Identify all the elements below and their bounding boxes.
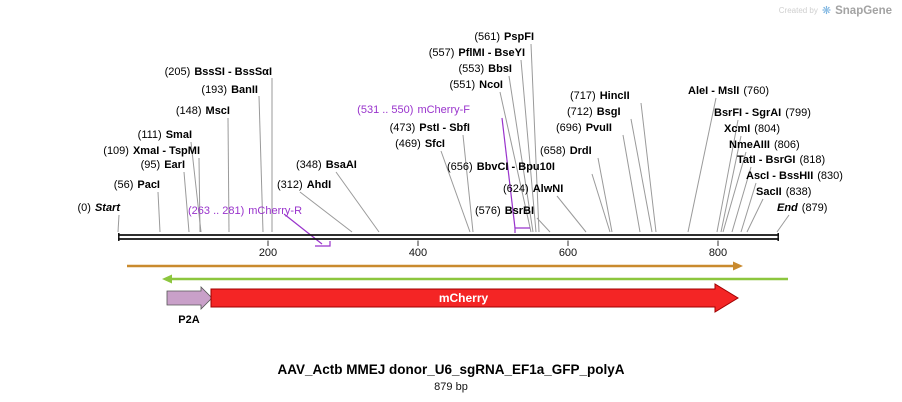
snapgene-watermark: Created by ❋ SnapGene [778,4,892,18]
site-label-smai[interactable]: (111) SmaI [137,129,192,141]
site-label-drdi[interactable]: (658) DrdI [540,145,592,157]
site-label-sfci[interactable]: (469) SfcI [395,138,445,150]
site-label-bsssi[interactable]: (205) BssSI - BssSαI [164,66,272,78]
mcherry-arrow[interactable] [210,283,739,313]
mcherry-f-leader [501,117,516,229]
mcherry-r-primer-glyph [315,241,331,247]
site-label-msci[interactable]: (148) MscI [175,105,230,117]
primer-label-mcherry-f[interactable]: (531 .. 550) mCherry-F [357,104,470,116]
site-label-asci[interactable]: AscI - BssHII (830) [746,170,843,182]
site-label-sacii[interactable]: SacII (838) [756,186,812,198]
p2a-feature-label[interactable]: P2A [178,314,200,326]
primer-label-mcherry-r[interactable]: (263 .. 281) mCherry-R [188,205,303,217]
site-label-pflmi[interactable]: (557) PflMI - BseYI [428,47,525,59]
start-label[interactable]: (0) Start [77,202,120,214]
end-label[interactable]: End (879) [777,202,828,214]
snapgene-logo-icon: ❋ [821,5,832,17]
site-label-bsgi[interactable]: (712) BsgI [567,106,621,118]
site-label-ncoi[interactable]: (551) NcoI [449,79,503,91]
forward-feature-arrow[interactable] [127,261,743,271]
ruler-tick-800: 800 [708,247,728,259]
ruler-ticks [267,240,719,246]
site-label-bbsi[interactable]: (553) BbsI [458,63,512,75]
sequence-length: 879 bp [434,381,468,393]
watermark-brand-text: SnapGene [835,4,892,17]
watermark-created-by-text: Created by [778,6,818,15]
site-label-pvuii[interactable]: (696) PvuII [556,122,612,134]
site-label-alwni[interactable]: (624) AlwNI [503,183,564,195]
site-label-ahdi[interactable]: (312) AhdI [277,179,332,191]
sequence-line [118,233,779,241]
ruler-tick-600: 600 [558,247,578,259]
site-label-hincii[interactable]: (717) HincII [570,90,630,102]
mcherry-feature-label[interactable]: mCherry [438,291,489,305]
site-label-xmai[interactable]: (109) XmaI - TspMI [103,145,200,157]
site-label-eari[interactable]: (95) EarI [140,159,185,171]
site-label-psti[interactable]: (473) PstI - SbfI [389,122,470,134]
ruler-tick-400: 400 [408,247,428,259]
site-label-bsaai[interactable]: (348) BsaAI [296,159,357,171]
site-label-xcmi[interactable]: XcmI (804) [724,123,780,135]
site-label-nmeaiii[interactable]: NmeAIII (806) [729,139,800,151]
feature-arrows [127,261,788,313]
sequence-title: AAV_Actb MMEJ donor_U6_sgRNA_EF1a_GFP_po… [277,362,625,377]
site-label-tati[interactable]: TatI - BsrGI (818) [737,154,826,166]
site-label-bbvci[interactable]: (656) BbvCI - Bpu10I [447,161,555,173]
mcherry-f-primer-glyph [514,227,530,233]
site-label-bsrbi[interactable]: (576) BsrBI [475,205,535,217]
site-label-pspfi[interactable]: (561) PspFI [474,31,534,43]
site-label-banii[interactable]: (193) BanII [201,84,258,96]
site-label-bsrfi[interactable]: BsrFI - SgrAI (799) [714,107,811,119]
site-label-paci[interactable]: (56) PacI [113,179,160,191]
reverse-feature-arrow[interactable] [162,274,788,284]
leader-lines [117,43,790,233]
p2a-arrow[interactable] [166,286,213,310]
ruler-tick-200: 200 [258,247,278,259]
site-label-alei[interactable]: AleI - MslI (760) [688,85,770,97]
